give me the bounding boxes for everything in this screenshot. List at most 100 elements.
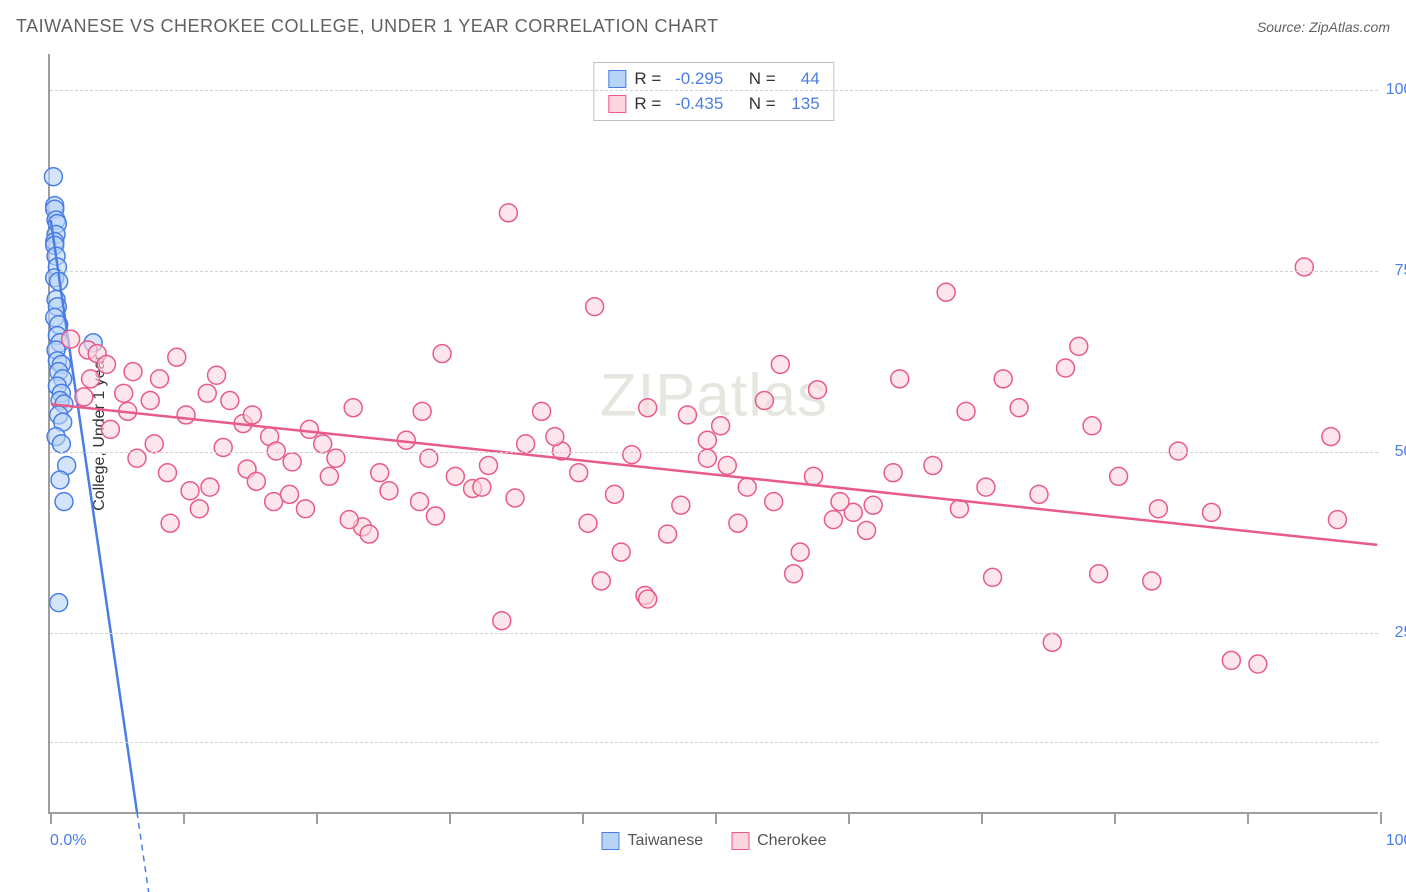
y-tick-label: 75.0% xyxy=(1395,262,1406,280)
scatter-point xyxy=(493,612,511,630)
scatter-point xyxy=(712,417,730,435)
scatter-point xyxy=(340,511,358,529)
stat-n-label: N = xyxy=(749,92,776,117)
scatter-point xyxy=(1043,633,1061,651)
scatter-point xyxy=(1057,359,1075,377)
x-tick xyxy=(715,812,717,824)
scatter-point xyxy=(858,521,876,539)
scatter-point xyxy=(198,384,216,402)
scatter-point xyxy=(360,525,378,543)
scatter-point xyxy=(1149,500,1167,518)
scatter-point xyxy=(267,442,285,460)
scatter-point xyxy=(937,283,955,301)
scatter-point xyxy=(957,402,975,420)
scatter-point xyxy=(426,507,444,525)
scatter-point xyxy=(51,471,69,489)
scatter-point xyxy=(831,493,849,511)
chart-source: Source: ZipAtlas.com xyxy=(1257,19,1390,35)
stats-legend-box: R =-0.295 N =44R =-0.435 N =135 xyxy=(593,62,834,121)
scatter-point xyxy=(805,467,823,485)
scatter-point xyxy=(296,500,314,518)
scatter-point xyxy=(151,370,169,388)
scatter-point xyxy=(221,392,239,410)
scatter-point xyxy=(52,435,70,453)
scatter-point xyxy=(1083,417,1101,435)
scatter-point xyxy=(411,493,429,511)
scatter-point xyxy=(1090,565,1108,583)
series-legend: Taiwanese Cherokee xyxy=(602,832,827,850)
scatter-point xyxy=(639,399,657,417)
scatter-point xyxy=(124,363,142,381)
scatter-point xyxy=(950,500,968,518)
x-tick xyxy=(50,812,52,824)
scatter-point xyxy=(201,478,219,496)
scatter-point xyxy=(168,348,186,366)
scatter-point xyxy=(1295,258,1313,276)
scatter-point xyxy=(141,392,159,410)
scatter-point xyxy=(44,168,62,186)
stat-r-value: -0.435 xyxy=(669,92,723,117)
scatter-point xyxy=(579,514,597,532)
scatter-point xyxy=(181,482,199,500)
scatter-point xyxy=(1010,399,1028,417)
y-tick-label: 100.0% xyxy=(1386,81,1406,99)
y-tick-label: 50.0% xyxy=(1395,443,1406,461)
scatter-point xyxy=(672,496,690,514)
scatter-point xyxy=(592,572,610,590)
scatter-point xyxy=(161,514,179,532)
scatter-point xyxy=(612,543,630,561)
scatter-point xyxy=(1110,467,1128,485)
gridline xyxy=(50,742,1378,743)
scatter-point xyxy=(1202,503,1220,521)
scatter-point xyxy=(55,493,73,511)
scatter-point xyxy=(115,384,133,402)
scatter-point xyxy=(82,370,100,388)
scatter-point xyxy=(243,406,261,424)
x-tick xyxy=(183,812,185,824)
scatter-point xyxy=(517,435,535,453)
trendline xyxy=(51,220,137,812)
legend-swatch xyxy=(731,832,749,850)
scatter-point xyxy=(1249,655,1267,673)
y-tick-label: 25.0% xyxy=(1395,624,1406,642)
scatter-point xyxy=(506,489,524,507)
stat-r-value: -0.295 xyxy=(669,67,723,92)
legend-swatch xyxy=(608,95,626,113)
scatter-point xyxy=(208,366,226,384)
scatter-point xyxy=(145,435,163,453)
scatter-point xyxy=(473,478,491,496)
scatter-point xyxy=(977,478,995,496)
legend-item: Cherokee xyxy=(731,832,826,850)
scatter-point xyxy=(1070,337,1088,355)
scatter-point xyxy=(639,590,657,608)
scatter-point xyxy=(623,446,641,464)
scatter-point xyxy=(480,457,498,475)
scatter-point xyxy=(159,464,177,482)
scatter-point xyxy=(924,457,942,475)
scatter-point xyxy=(320,467,338,485)
gridline xyxy=(50,452,1378,453)
x-axis-min-label: 0.0% xyxy=(50,832,86,850)
scatter-point xyxy=(570,464,588,482)
scatter-point xyxy=(50,594,68,612)
chart-svg xyxy=(50,54,1378,812)
scatter-point xyxy=(190,500,208,518)
scatter-point xyxy=(1030,485,1048,503)
scatter-point xyxy=(755,392,773,410)
stats-row: R =-0.295 N =44 xyxy=(608,67,819,92)
scatter-point xyxy=(729,514,747,532)
scatter-point xyxy=(884,464,902,482)
x-tick xyxy=(1114,812,1116,824)
trendline-dashed xyxy=(137,812,190,892)
scatter-point xyxy=(824,511,842,529)
scatter-point xyxy=(698,431,716,449)
scatter-point xyxy=(1322,428,1340,446)
scatter-point xyxy=(1169,442,1187,460)
scatter-point xyxy=(433,345,451,363)
legend-label: Taiwanese xyxy=(628,832,704,850)
scatter-point xyxy=(586,298,604,316)
legend-label: Cherokee xyxy=(757,832,826,850)
scatter-point xyxy=(533,402,551,420)
legend-item: Taiwanese xyxy=(602,832,704,850)
scatter-point xyxy=(283,453,301,471)
